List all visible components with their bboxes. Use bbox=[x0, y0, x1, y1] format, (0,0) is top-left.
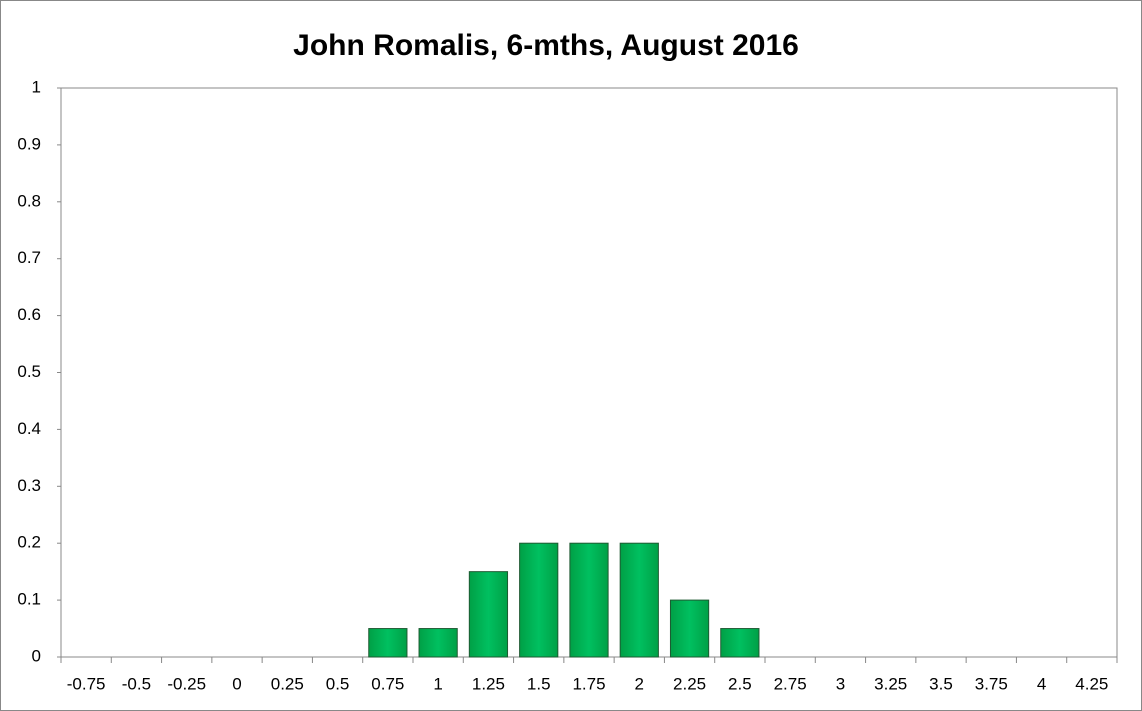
x-tick-label: -0.5 bbox=[122, 674, 151, 693]
y-tick-label: 0.5 bbox=[17, 362, 41, 381]
x-tick-label: -0.75 bbox=[67, 674, 106, 693]
x-tick-label: 3.75 bbox=[975, 674, 1008, 693]
y-tick-label: 1 bbox=[32, 77, 41, 96]
x-tick-label: 2.25 bbox=[673, 674, 706, 693]
y-tick-label: 0.3 bbox=[17, 476, 41, 495]
bar bbox=[368, 628, 408, 658]
bar bbox=[519, 542, 559, 658]
x-tick-label: 0.75 bbox=[371, 674, 404, 693]
bar bbox=[720, 628, 760, 658]
x-tick-label: 2.75 bbox=[774, 674, 807, 693]
x-tick-label: 1.75 bbox=[572, 674, 605, 693]
bar bbox=[418, 628, 458, 658]
y-tick-label: 0.7 bbox=[17, 248, 41, 267]
x-tick-label: 1.5 bbox=[527, 674, 551, 693]
y-tick-label: 0.4 bbox=[17, 419, 41, 438]
bar bbox=[619, 542, 659, 658]
x-tick-label: 3.25 bbox=[874, 674, 907, 693]
x-tick-label: 3 bbox=[836, 674, 845, 693]
y-tick-label: 0.9 bbox=[17, 134, 41, 153]
x-tick-label: 2 bbox=[635, 674, 644, 693]
x-tick-label: 0.25 bbox=[271, 674, 304, 693]
x-tick-label: 4 bbox=[1037, 674, 1046, 693]
y-tick-label: 0.2 bbox=[17, 533, 41, 552]
x-tick-label: -0.25 bbox=[167, 674, 206, 693]
chart-title: John Romalis, 6-mths, August 2016 bbox=[293, 29, 799, 62]
bar bbox=[569, 542, 609, 658]
x-tick-label: 3.5 bbox=[929, 674, 953, 693]
x-tick-label: 1.25 bbox=[472, 674, 505, 693]
y-tick-label: 0.8 bbox=[17, 191, 41, 210]
y-tick-label: 0.6 bbox=[17, 305, 41, 324]
x-tick-label: 4.25 bbox=[1075, 674, 1108, 693]
bar bbox=[669, 599, 710, 658]
x-tick-label: 0.5 bbox=[326, 674, 350, 693]
y-tick-label: 0.1 bbox=[17, 590, 41, 609]
x-tick-label: 1 bbox=[433, 674, 442, 693]
x-tick-label: 0 bbox=[232, 674, 241, 693]
y-tick-label: 0 bbox=[32, 646, 41, 665]
x-tick-label: 2.5 bbox=[728, 674, 752, 693]
bar bbox=[468, 571, 509, 658]
